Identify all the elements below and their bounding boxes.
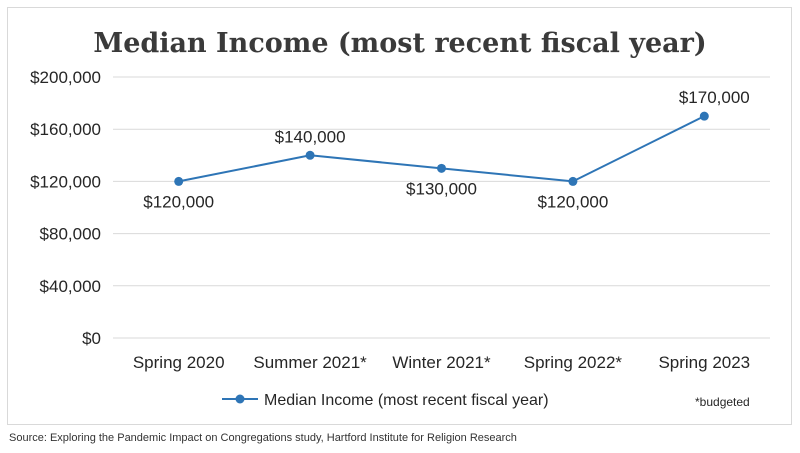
x-tick-label: Spring 2020 bbox=[133, 353, 225, 372]
series-line bbox=[174, 111, 709, 186]
data-point bbox=[568, 176, 578, 186]
chart-title: Median Income (most recent fiscal year) bbox=[93, 28, 706, 59]
budgeted-note: *budgeted bbox=[695, 395, 750, 409]
gridlines bbox=[113, 76, 770, 339]
line-chart: Median Income (most recent fiscal year) … bbox=[30, 28, 770, 409]
x-tick-label: Summer 2021* bbox=[253, 353, 367, 372]
y-tick-label: $160,000 bbox=[30, 120, 101, 139]
data-labels: $120,000 $140,000 $130,000 $120,000 $170,000 bbox=[143, 88, 750, 211]
y-axis-ticks: $0 $40,000 $80,000 $120,000 $160,000 $200,000 bbox=[30, 68, 101, 348]
legend-entry: Median Income (most recent fiscal year) bbox=[264, 392, 549, 409]
data-point bbox=[174, 176, 184, 186]
y-tick-label: $40,000 bbox=[40, 277, 101, 296]
source-citation: Source: Exploring the Pandemic Impact on… bbox=[9, 432, 517, 444]
y-tick-label: $80,000 bbox=[40, 225, 101, 244]
data-label: $120,000 bbox=[537, 192, 608, 211]
x-axis-ticks: Spring 2020 Summer 2021* Winter 2021* Sprin… bbox=[133, 353, 750, 372]
x-tick-label: Spring 2022* bbox=[524, 353, 623, 372]
legend-point-marker bbox=[235, 394, 245, 404]
y-tick-label: $0 bbox=[82, 329, 101, 348]
y-tick-label: $120,000 bbox=[30, 172, 101, 191]
legend: Median Income (most recent fiscal year) bbox=[222, 392, 549, 409]
data-point bbox=[305, 150, 315, 160]
chart-frame bbox=[7, 7, 792, 425]
data-label: $130,000 bbox=[406, 179, 477, 198]
x-tick-label: Spring 2023 bbox=[658, 353, 750, 372]
data-point bbox=[699, 111, 709, 121]
data-label: $120,000 bbox=[143, 192, 214, 211]
y-tick-label: $200,000 bbox=[30, 68, 101, 87]
data-point bbox=[437, 163, 446, 173]
data-label: $140,000 bbox=[275, 127, 346, 146]
x-tick-label: Winter 2021* bbox=[392, 353, 491, 372]
data-label: $170,000 bbox=[679, 88, 750, 107]
